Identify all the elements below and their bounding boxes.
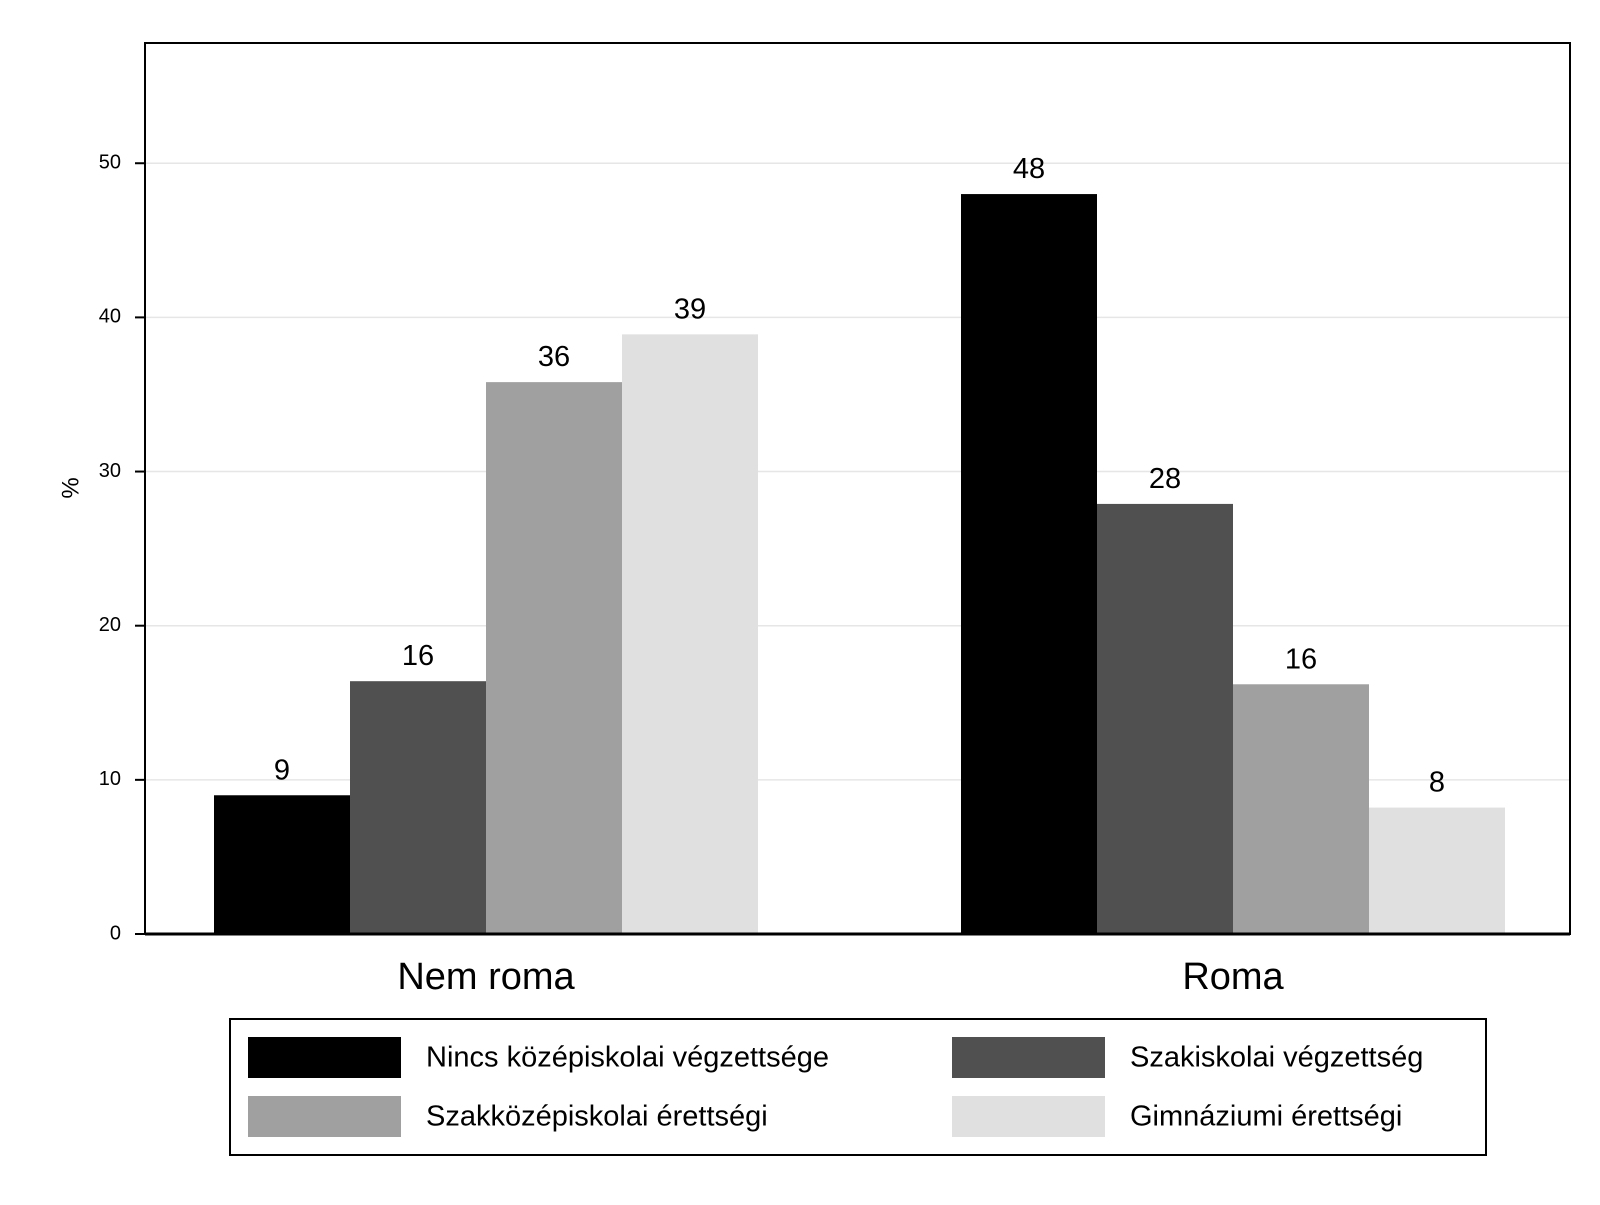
legend-label: Gimnáziumi érettségi — [1130, 1101, 1402, 1133]
data-label: 8 — [1429, 767, 1445, 799]
y-tick-label: 50 — [99, 152, 121, 174]
y-tick-label: 10 — [99, 768, 121, 790]
data-label: 48 — [1013, 153, 1045, 185]
category-label: Roma — [1182, 956, 1284, 998]
legend-swatch — [952, 1037, 1105, 1078]
legend-swatch — [952, 1096, 1105, 1137]
y-axis-label: % — [57, 477, 84, 498]
bar — [622, 334, 758, 934]
legend-label: Szakközépiskolai érettségi — [426, 1101, 768, 1133]
y-tick-label: 0 — [110, 922, 121, 944]
data-label: 39 — [674, 293, 706, 325]
y-tick-label: 20 — [99, 614, 121, 636]
bar — [1369, 807, 1505, 934]
legend-swatch — [248, 1037, 401, 1078]
bar — [961, 194, 1097, 934]
data-label: 16 — [1285, 643, 1317, 675]
legend-label: Nincs középiskolai végzettsége — [426, 1042, 829, 1074]
bar — [1097, 503, 1233, 934]
bar — [214, 795, 350, 934]
y-tick-label: 30 — [99, 460, 121, 482]
data-label: 36 — [538, 341, 570, 373]
y-tick-label: 40 — [99, 306, 121, 328]
data-label: 9 — [274, 754, 290, 786]
bar — [1233, 684, 1369, 934]
category-label: Nem roma — [397, 956, 575, 998]
data-label: 28 — [1149, 463, 1181, 495]
data-label: 16 — [402, 640, 434, 672]
legend-box — [229, 1018, 1487, 1156]
legend-swatch — [248, 1096, 401, 1137]
bar — [486, 382, 622, 934]
legend-label: Szakiskolai végzettség — [1130, 1042, 1423, 1074]
bar — [350, 681, 486, 934]
